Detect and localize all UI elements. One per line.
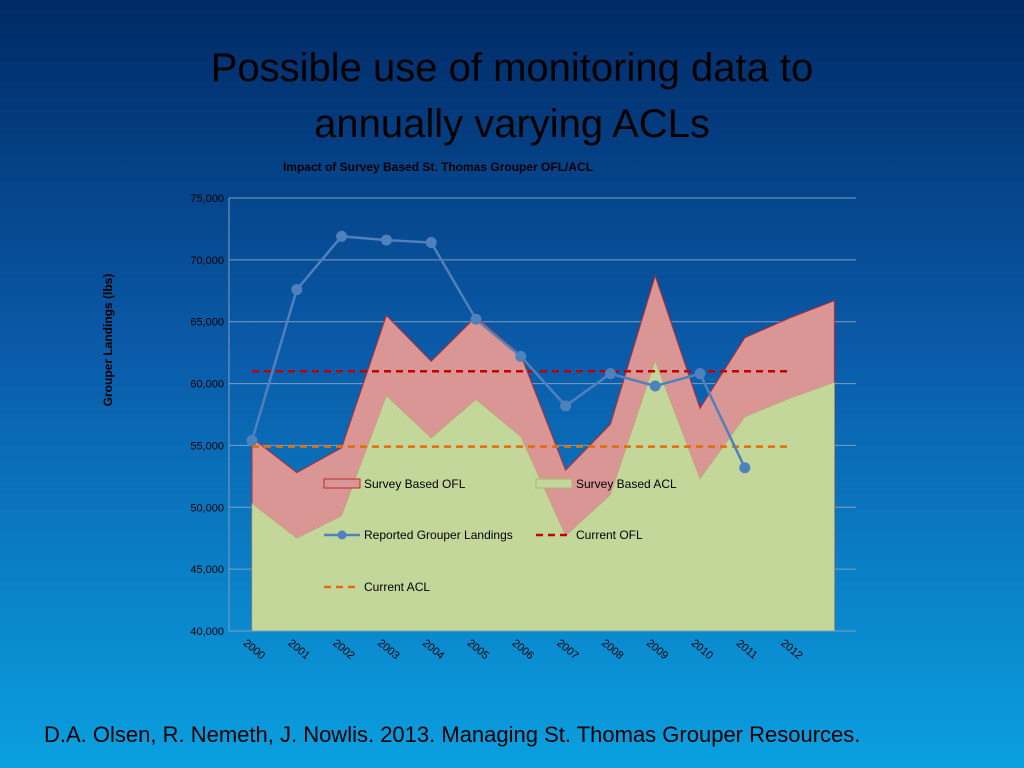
legend-label: Reported Grouper Landings xyxy=(364,528,513,542)
landings-point xyxy=(739,462,751,474)
landings-point xyxy=(649,380,661,392)
landings-point xyxy=(470,313,482,325)
landings-point xyxy=(694,368,706,380)
y-tick-label: 55,000 xyxy=(190,440,224,452)
landings-point xyxy=(291,284,303,296)
legend-swatch-acl xyxy=(535,478,573,489)
x-tick-label: 2002 xyxy=(330,637,356,662)
y-tick-label: 70,000 xyxy=(190,255,224,267)
x-tick-label: 2007 xyxy=(554,637,580,662)
y-tick-label: 40,000 xyxy=(190,626,224,638)
y-tick-label: 65,000 xyxy=(190,317,224,329)
slide-title: Possible use of monitoring data to annua… xyxy=(210,46,814,146)
landings-point xyxy=(425,237,437,249)
x-tick-label: 2012 xyxy=(778,637,804,662)
x-tick-label: 2000 xyxy=(241,637,267,662)
line-series xyxy=(246,230,790,474)
legend: Survey Based OFL Survey Based ACL Reported… xyxy=(323,477,677,594)
landings-point xyxy=(380,234,392,246)
area-series xyxy=(251,274,835,632)
legend-label: Current OFL xyxy=(576,528,643,542)
x-tick-label: 2010 xyxy=(689,637,715,662)
landings-point xyxy=(604,368,616,380)
y-tick-label: 60,000 xyxy=(190,379,224,391)
x-tick-label: 2008 xyxy=(599,637,625,662)
x-tick-label: 2001 xyxy=(285,637,311,662)
x-tick-label: 2006 xyxy=(509,637,535,662)
x-tick-label: 2009 xyxy=(644,637,670,662)
y-tick-label: 50,000 xyxy=(190,502,224,514)
x-tick-label: 2003 xyxy=(375,637,401,662)
x-tick-label: 2004 xyxy=(420,637,446,662)
x-tick-label: 2005 xyxy=(465,637,491,662)
landings-line xyxy=(250,235,746,469)
landings-point xyxy=(246,434,258,446)
chart-title: Impact of Survey Based St. Thomas Groupe… xyxy=(283,160,593,174)
landings-point xyxy=(336,230,348,242)
y-tick-label: 75,000 xyxy=(190,193,224,205)
legend-label: Survey Based ACL xyxy=(576,477,677,491)
y-tick-label: 45,000 xyxy=(190,564,224,576)
legend-swatch-ofl xyxy=(323,478,361,489)
legend-label: Survey Based OFL xyxy=(364,477,466,491)
landings-point xyxy=(515,350,527,362)
landings-point xyxy=(560,400,572,412)
legend-marker-landings xyxy=(337,530,347,540)
y-axis-title: Grouper Landings (lbs) xyxy=(101,274,115,407)
x-tick-label: 2011 xyxy=(734,638,760,662)
legend-label: Current ACL xyxy=(364,580,430,594)
citation: D.A. Olsen, R. Nemeth, J. Nowlis. 2013. … xyxy=(44,722,861,747)
